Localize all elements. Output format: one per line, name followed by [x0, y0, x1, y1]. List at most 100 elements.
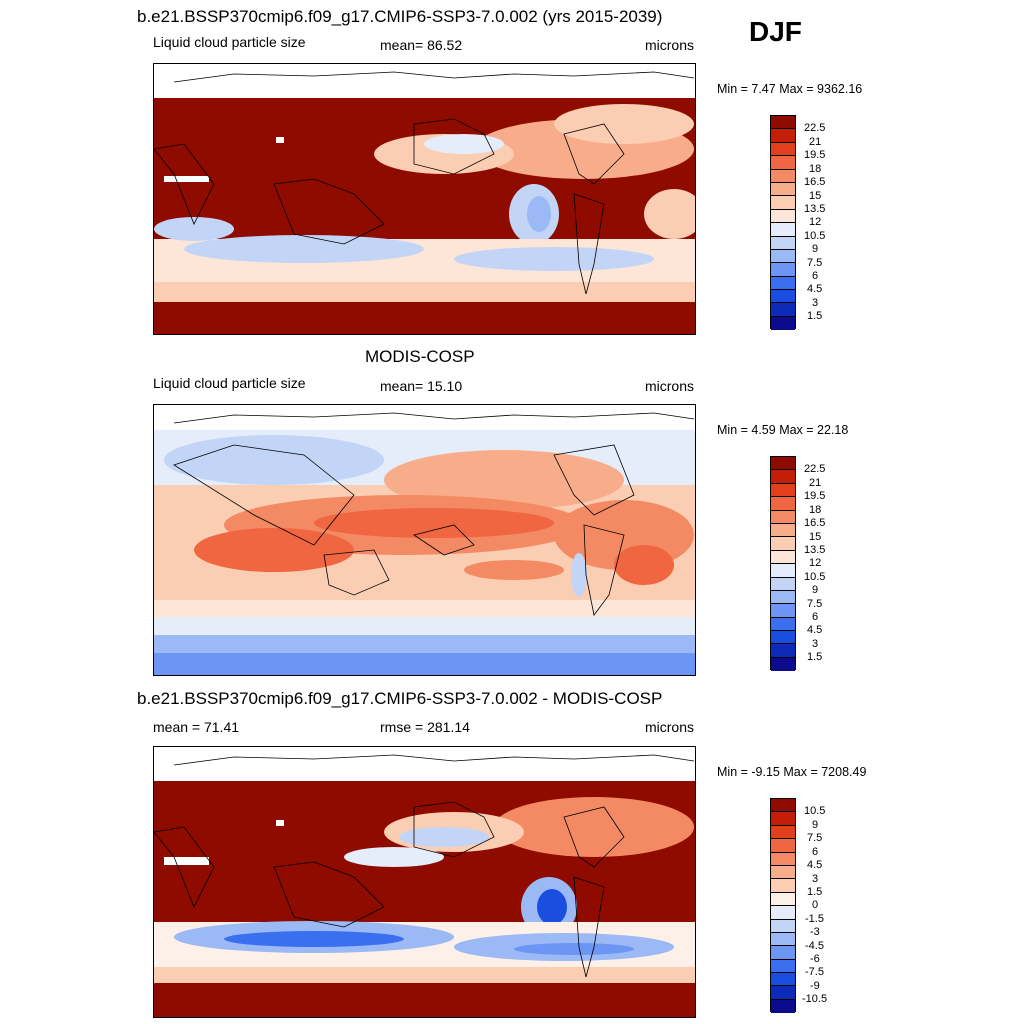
colorbar-swatch [771, 799, 795, 813]
panel1-minmax: Min = 7.47 Max = 9362.16 [717, 82, 863, 96]
colorbar-tick-label: 19.5 [804, 149, 826, 161]
colorbar-swatch [771, 564, 795, 578]
panel1-mean-label: mean= 86.52 [380, 37, 463, 53]
colorbar-swatch [771, 142, 795, 157]
colorbar-swatch [771, 537, 795, 551]
colorbar-tick-label: 1.5 [807, 886, 823, 898]
colorbar-tick-label: 6 [812, 611, 819, 623]
colorbar-swatch [771, 906, 795, 920]
colorbar-tick-label: 4.5 [807, 859, 823, 871]
panel1-units-label: microns [645, 37, 695, 53]
colorbar-tick-label: 10.5 [804, 571, 826, 583]
colorbar-swatch [771, 657, 795, 672]
panel2-minmax: Min = 4.59 Max = 22.18 [717, 423, 849, 437]
colorbar-swatch [771, 156, 795, 170]
colorbar-swatch [771, 852, 795, 866]
panel2-title: MODIS-COSP [365, 347, 475, 366]
panel3-mean-label: mean = 71.41 [153, 719, 240, 735]
colorbar-swatch [771, 249, 795, 264]
panel2-units-label: microns [645, 378, 695, 394]
colorbar-tick-label: 7.5 [807, 832, 823, 844]
colorbar-tick-label: 6 [812, 846, 819, 858]
colorbar-tick-label: 9 [812, 243, 819, 255]
colorbar-swatch [771, 604, 795, 618]
panel2-map [153, 404, 696, 676]
colorbar-tick-label: 12 [809, 216, 822, 228]
colorbar-tick-label: 12 [809, 557, 822, 569]
colorbar-swatch [771, 276, 795, 291]
panel1-colorbar [770, 115, 796, 331]
colorbar-tick-label: 10.5 [804, 805, 826, 817]
colorbar-swatch [771, 510, 795, 524]
colorbar-swatch [771, 169, 795, 183]
colorbar-tick-label: 19.5 [804, 490, 826, 502]
panel3-minmax: Min = -9.15 Max = 7208.49 [717, 765, 867, 779]
colorbar-swatch [771, 303, 795, 317]
colorbar-swatch [771, 483, 795, 498]
colorbar-swatch [771, 892, 795, 907]
colorbar-tick-label: -10.5 [802, 993, 828, 1005]
colorbar-tick-label: 13.5 [804, 544, 826, 556]
colorbar-swatch [771, 182, 795, 197]
colorbar-swatch [771, 825, 795, 840]
colorbar-swatch [771, 316, 795, 331]
colorbar-swatch [771, 644, 795, 658]
colorbar-tick-label: 3 [812, 297, 819, 309]
colorbar-swatch [771, 457, 795, 471]
colorbar-swatch [771, 290, 795, 304]
colorbar-tick-label: 13.5 [804, 203, 826, 215]
colorbar-swatch [771, 577, 795, 591]
colorbar-swatch [771, 116, 795, 130]
colorbar-tick-label: 16.5 [804, 176, 826, 188]
colorbar-tick-label: 7.5 [807, 598, 823, 610]
colorbar-swatch [771, 986, 795, 1000]
season-label: DJF [749, 16, 802, 47]
colorbar-tick-label: 21 [809, 136, 822, 148]
panel3-title: b.e21.BSSP370cmip6.f09_g17.CMIP6-SSP3-7.… [137, 689, 663, 708]
panel2-colorbar [770, 456, 796, 672]
colorbar-swatch [771, 590, 795, 605]
panel2-variable-label: Liquid cloud particle size [153, 375, 306, 391]
colorbar-swatch [771, 550, 795, 565]
colorbar-tick-label: 18 [809, 504, 822, 516]
colorbar-swatch [771, 999, 795, 1014]
colorbar-tick-label: 0 [812, 899, 819, 911]
panel3-colorbar [770, 798, 796, 1014]
colorbar-tick-label: 3 [812, 638, 819, 650]
colorbar-swatch [771, 470, 795, 484]
colorbar-tick-label: 1.5 [807, 651, 823, 663]
colorbar-swatch [771, 617, 795, 632]
colorbar-tick-label: 7.5 [807, 257, 823, 269]
panel1-variable-label: Liquid cloud particle size [153, 34, 306, 50]
panel1-title: b.e21.BSSP370cmip6.f09_g17.CMIP6-SSP3-7.… [137, 7, 663, 26]
colorbar-tick-label: -6 [810, 953, 820, 965]
colorbar-tick-label: -4.5 [805, 940, 824, 952]
colorbar-swatch [771, 631, 795, 645]
colorbar-tick-label: 16.5 [804, 517, 826, 529]
colorbar-swatch [771, 209, 795, 224]
colorbar-swatch [771, 263, 795, 277]
colorbar-tick-label: -9 [810, 980, 820, 992]
colorbar-swatch [771, 129, 795, 143]
colorbar-tick-label: 21 [809, 477, 822, 489]
colorbar-tick-label: 4.5 [807, 283, 823, 295]
colorbar-swatch [771, 839, 795, 853]
colorbar-swatch [771, 865, 795, 880]
colorbar-swatch [771, 973, 795, 987]
colorbar-swatch [771, 932, 795, 947]
colorbar-swatch [771, 959, 795, 974]
colorbar-tick-label: -7.5 [805, 966, 824, 978]
colorbar-tick-label: 22.5 [804, 122, 826, 134]
colorbar-swatch [771, 919, 795, 933]
colorbar-tick-label: 6 [812, 270, 819, 282]
colorbar-swatch [771, 497, 795, 511]
panel3-map [153, 746, 696, 1018]
colorbar-swatch [771, 236, 795, 250]
panel3-rmse-label: rmse = 281.14 [380, 719, 470, 735]
colorbar-tick-label: 15 [809, 190, 822, 202]
colorbar-tick-label: 15 [809, 531, 822, 543]
colorbar-tick-label: 10.5 [804, 230, 826, 242]
colorbar-tick-label: -3 [810, 926, 820, 938]
colorbar-swatch [771, 523, 795, 538]
panel1-map [153, 63, 696, 335]
